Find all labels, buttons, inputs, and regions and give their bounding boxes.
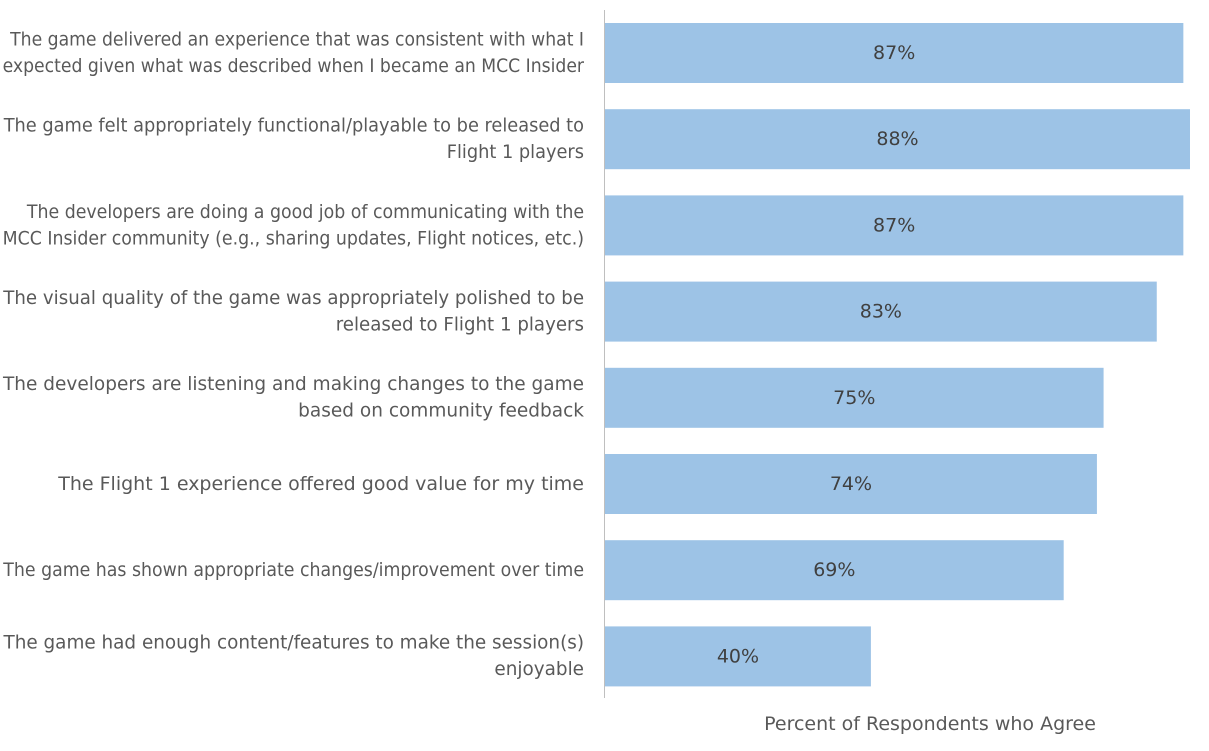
category-label-4-line-1: The visual quality of the game was appro… bbox=[2, 288, 584, 309]
bar-3 bbox=[605, 195, 1184, 256]
bar-4 bbox=[605, 281, 1157, 342]
category-label-5-line-2: based on community feedback bbox=[298, 400, 584, 421]
bar-1 bbox=[605, 23, 1184, 83]
bar-2 bbox=[605, 109, 1190, 170]
category-label-3-line-2: MCC Insider community (e.g., sharing upd… bbox=[3, 228, 584, 250]
value-label-2: 88% bbox=[876, 128, 918, 150]
category-label-3-line-1: The developers are doing a good job of c… bbox=[26, 201, 584, 223]
category-label-4: The visual quality of the game was appro… bbox=[2, 288, 584, 336]
category-label-2: The game felt appropriately functional/p… bbox=[3, 115, 584, 163]
value-label-1: 87% bbox=[873, 42, 915, 64]
category-labels-group: The game delivered an experience that wa… bbox=[2, 29, 584, 681]
value-labels-group: 87% 88% 87% 83% 75% 74% 69% 40% bbox=[717, 42, 919, 667]
category-label-6-line-1: The Flight 1 experience offered good val… bbox=[57, 473, 584, 495]
category-label-5-line-1: The developers are listening and making … bbox=[2, 374, 584, 395]
category-label-4-line-2: released to Flight 1 players bbox=[336, 314, 584, 335]
value-label-7: 69% bbox=[813, 559, 855, 581]
value-label-3: 87% bbox=[873, 214, 915, 236]
category-label-6: The Flight 1 experience offered good val… bbox=[57, 473, 584, 495]
category-label-1-line-1: The game delivered an experience that wa… bbox=[9, 29, 584, 51]
category-label-2-line-2: Flight 1 players bbox=[447, 142, 584, 164]
category-label-7: The game has shown appropriate changes/i… bbox=[2, 559, 584, 581]
category-label-7-line-1: The game has shown appropriate changes/i… bbox=[2, 559, 584, 581]
value-label-8: 40% bbox=[717, 645, 759, 667]
value-label-4: 83% bbox=[860, 301, 902, 323]
bar-6 bbox=[605, 454, 1097, 514]
category-label-3: The developers are doing a good job of c… bbox=[3, 201, 584, 249]
bar-7 bbox=[605, 540, 1064, 601]
bar-5 bbox=[605, 367, 1104, 428]
bar-8 bbox=[605, 626, 871, 687]
category-label-1-line-2: expected given what was described when I… bbox=[3, 55, 585, 77]
category-label-1: The game delivered an experience that wa… bbox=[3, 29, 585, 77]
bars-group bbox=[605, 23, 1190, 687]
category-label-8-line-1: The game had enough content/features to … bbox=[2, 632, 584, 653]
category-label-8: The game had enough content/features to … bbox=[2, 632, 584, 680]
value-label-5: 75% bbox=[833, 387, 875, 409]
value-label-6: 74% bbox=[830, 473, 872, 495]
category-label-8-line-2: enjoyable bbox=[494, 659, 584, 680]
category-label-5: The developers are listening and making … bbox=[2, 374, 584, 422]
x-axis-title: Percent of Respondents who Agree bbox=[764, 713, 1096, 735]
category-label-2-line-1: The game felt appropriately functional/p… bbox=[3, 115, 584, 137]
